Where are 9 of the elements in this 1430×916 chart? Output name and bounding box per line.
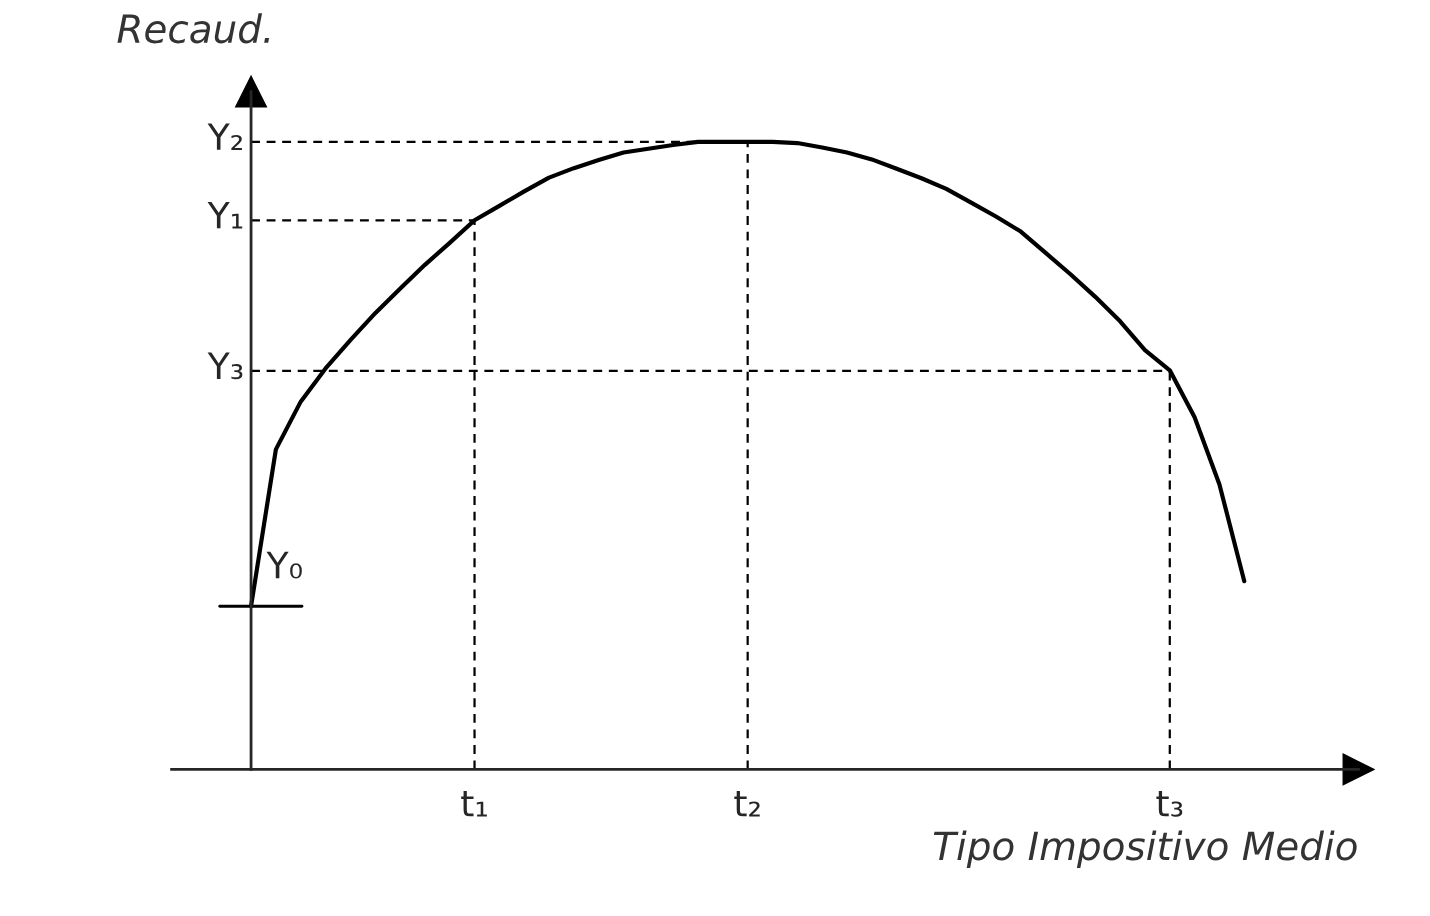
ref-line-label: Y₀ (266, 551, 302, 579)
x-axis-title: Tipo Impositivo Medio (933, 830, 1357, 869)
x-tick-label: t₁ (461, 790, 487, 817)
ref-line-label: Y₁ (207, 201, 243, 229)
x-tick-label: t₃ (1156, 790, 1183, 817)
y-axis-title: Recaud. (117, 13, 270, 44)
x-tick-label: t₂ (734, 790, 760, 817)
ref-line-label: Y₃ (207, 352, 243, 380)
ref-line-label: Y₂ (207, 123, 242, 150)
